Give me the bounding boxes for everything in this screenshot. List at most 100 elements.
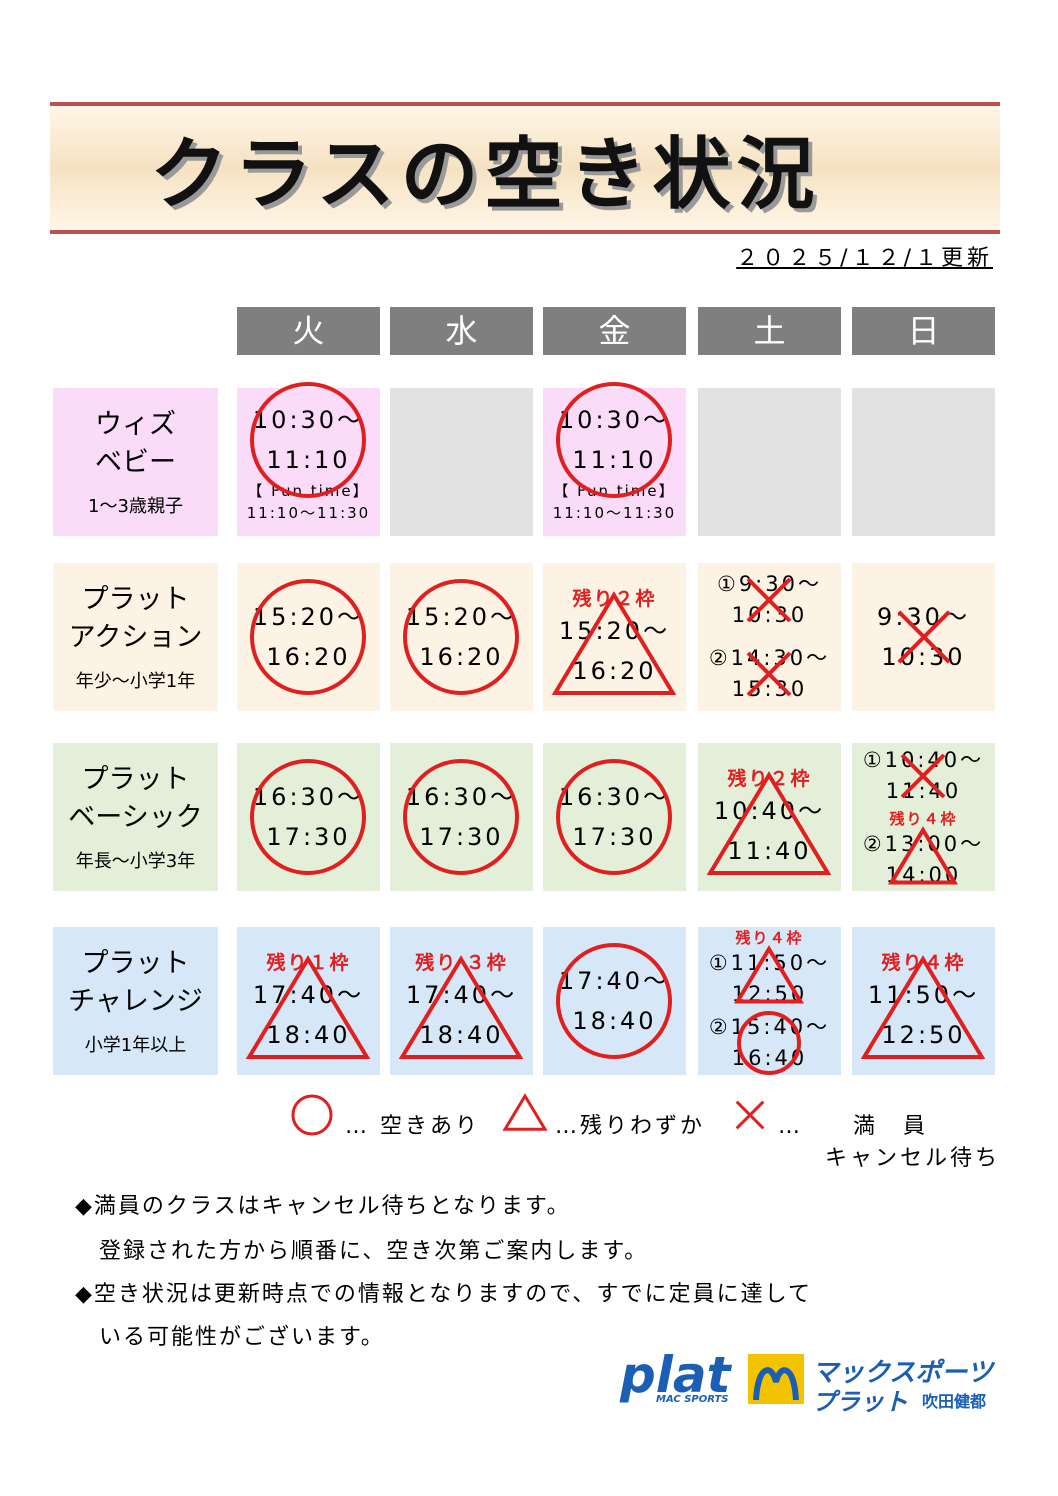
title: クラスの空き状況 — [150, 130, 821, 220]
time-block: ①10:40～ 11:40 — [863, 745, 984, 807]
remaining-note: 残り４枠 — [889, 810, 958, 828]
time-text: 15:20～ — [558, 616, 671, 645]
status-symbol — [901, 753, 946, 798]
status-symbol — [250, 382, 367, 498]
triangle-symbol — [246, 954, 371, 1059]
time-slot: 10:30～ 11:10 【 Fun time】 11:10～11:30 — [543, 382, 686, 536]
time-slot: 残り１枠 17:40～ 18:40 — [237, 927, 380, 1075]
class-age: 1～3歳親子 — [88, 496, 183, 517]
legend-label: キャンセル待ち — [825, 1146, 1001, 1171]
time-text: 17:30 — [266, 823, 351, 851]
triangle-symbol — [552, 590, 677, 695]
time-block: ②15:40～ 16:40 — [708, 1010, 831, 1075]
note-text: 登録された方から順番に、空き次第ご案内します。 — [75, 1239, 649, 1264]
time-slot: ②15:40～ 16:40 — [698, 1010, 841, 1075]
class-name: チャレンジ — [68, 986, 203, 1017]
time-text: 10:40～ — [713, 796, 826, 825]
time-slot: 10:30～ 11:10 【 Fun time】 11:10～11:30 — [237, 382, 380, 536]
time-text: 16:30～ — [558, 783, 671, 811]
class-age: 年長～小学3年 — [75, 851, 196, 872]
time-text: 18:40 — [572, 1007, 657, 1035]
time-block: 17:40～ 18:40 — [399, 954, 524, 1059]
time-slot: 16:30～ 17:30 — [237, 743, 380, 891]
day-header: 金 — [543, 307, 686, 355]
time-slot: 残り４枠 11:50～ 12:50 — [852, 927, 995, 1075]
status-symbol — [734, 945, 805, 1004]
time-slot: ①9:30～ 10:30 — [698, 563, 841, 637]
class-name: プラット — [81, 948, 190, 979]
time-text: 17:40～ — [558, 967, 671, 995]
schedule-cell: 16:30～ 17:30 — [543, 743, 686, 891]
time-text: 17:30 — [572, 823, 657, 851]
time-text: ②15:40～ — [708, 1014, 831, 1039]
schedule-cell: 残り４枠 11:50～ 12:50 — [852, 927, 995, 1075]
schedule-cell: 残り２枠 15:20～ 16:20 — [543, 563, 686, 711]
time-text: 11:50～ — [867, 980, 980, 1009]
triangle-symbol — [888, 826, 959, 885]
schedule-cell: 15:20～ 16:20 — [237, 563, 380, 711]
logo-brand: plat — [620, 1346, 731, 1404]
time-text: 18:40 — [266, 1020, 351, 1049]
circle-symbol — [291, 1094, 333, 1136]
time-text: 11:10 — [572, 446, 657, 474]
time-block: ②13:00～ 14:00 — [863, 826, 984, 891]
legend: … 空きあり …残りわずか … 満 員キャンセル待ち — [0, 1090, 1058, 1171]
status-symbol — [250, 759, 367, 875]
schedule-cell: ①10:40～ 11:40 残り４枠 ②13:00～ 14:00 — [852, 743, 995, 891]
time-slot: 残り４枠 ②13:00～ 14:00 — [852, 808, 995, 891]
extra-text: 【 Fun time】 — [247, 482, 370, 500]
time-block: 16:30～ 17:30 — [403, 759, 520, 875]
status-symbol — [896, 610, 951, 664]
class-name: アクション — [68, 622, 203, 653]
title-banner — [50, 102, 1000, 234]
time-slot: 15:20～ 16:20 — [390, 563, 533, 711]
circle-symbol — [250, 759, 367, 875]
legend-label: … 空きあり — [345, 1114, 480, 1139]
triangle-symbol — [399, 954, 524, 1059]
time-text: 17:40～ — [252, 980, 365, 1009]
time-text: ②14:30～ — [708, 646, 831, 670]
note-text: ◆満員のクラスはキャンセル待ちとなります。 — [75, 1194, 571, 1219]
time-text: 14:00 — [885, 863, 962, 887]
logo-line2: プラット — [812, 1388, 908, 1416]
time-slot: 残り２枠 10:40～ 11:40 — [698, 743, 841, 891]
time-text: 11:40 — [727, 836, 812, 865]
status-symbol — [747, 577, 792, 623]
schedule-cell: ①9:30～ 10:30 ②14:30～ 15:30 — [698, 563, 841, 711]
time-text: 10:30～ — [252, 406, 365, 434]
extra-text: 11:10～11:30 — [246, 504, 371, 522]
time-slot: 17:40～ 18:40 — [543, 927, 686, 1075]
class-name: ベビー — [95, 447, 176, 478]
legend-label: …残りわずか — [555, 1114, 706, 1139]
schedule-cell: 10:30～ 11:10 【 Fun time】 11:10～11:30 — [543, 382, 686, 536]
schedule-cell: 残り ３枠 17:40～ 18:40 — [390, 927, 533, 1075]
time-text: ①10:40～ — [862, 747, 985, 772]
time-text: 16:20 — [419, 643, 504, 671]
day-header: 水 — [390, 307, 533, 355]
time-slot: 16:30～ 17:30 — [390, 743, 533, 891]
circle-symbol — [556, 382, 673, 498]
time-text: 17:30 — [419, 823, 504, 851]
time-block: ①11:50～ 12:50 — [709, 945, 830, 1010]
schedule-cell: 残り１枠 17:40～ 18:40 — [237, 927, 380, 1075]
schedule-cell: 残り２枠 10:40～ 11:40 — [698, 743, 841, 891]
status-symbol — [556, 759, 673, 875]
time-text: 15:20～ — [405, 603, 518, 631]
triangle-symbol — [502, 1093, 548, 1131]
day-header: 土 — [698, 307, 841, 355]
status-symbol — [250, 579, 367, 695]
class-age: 年少～小学1年 — [75, 671, 196, 692]
status-symbol — [552, 590, 677, 695]
time-text: 15:30 — [731, 677, 808, 701]
legend-symbol-group — [291, 1094, 333, 1136]
schedule-cell: 9:30～ 10:30 — [852, 563, 995, 711]
class-age: 小学1年以上 — [84, 1035, 187, 1056]
time-slot: ①10:40～ 11:40 — [852, 743, 995, 808]
class-name: プラット — [81, 584, 190, 615]
legend-symbol-group — [502, 1093, 548, 1131]
time-text: 12:50 — [731, 982, 808, 1006]
status-symbol — [888, 826, 959, 885]
status-symbol — [246, 954, 371, 1059]
legend-symbol — [502, 1093, 548, 1131]
schedule-cell: 16:30～ 17:30 — [390, 743, 533, 891]
